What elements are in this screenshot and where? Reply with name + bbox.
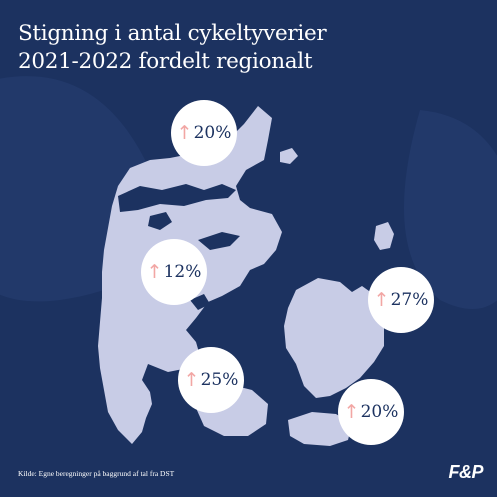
arrow-up-icon: ↑ (146, 260, 163, 283)
brand-logo: F&P (448, 462, 484, 482)
arrow-up-icon: ↑ (176, 121, 193, 144)
map-fjord (118, 184, 236, 212)
page-title: Stigning i antal cykeltyverier 2021-2022… (18, 20, 327, 76)
region-badge-nordjylland: ↑ 20% (171, 100, 237, 166)
region-value: 25% (200, 369, 239, 390)
title-line-2: 2021-2022 fordelt regionalt (18, 49, 313, 74)
region-value: 20% (360, 401, 399, 422)
region-badge-hovedstaden: ↑ 27% (368, 267, 434, 333)
map-island-north (280, 148, 298, 164)
arrow-up-icon: ↑ (373, 288, 390, 311)
region-value: 27% (390, 289, 429, 310)
arrow-up-icon: ↑ (183, 368, 200, 391)
region-value: 20% (193, 122, 232, 143)
region-badge-sjaelland: ↑ 20% (338, 379, 404, 445)
title-line-1: Stigning i antal cykeltyverier (18, 21, 327, 46)
map-lolland-falster (288, 412, 352, 446)
region-value: 12% (163, 261, 202, 282)
region-badge-midtjylland: ↑ 12% (141, 239, 207, 305)
map-island-east (374, 222, 394, 250)
background-decoration (404, 110, 497, 309)
map-fjord (148, 212, 172, 230)
source-note: Kilde: Egne beregninger på baggrund af t… (18, 469, 175, 478)
map-zealand (284, 278, 384, 398)
map-fjord (198, 232, 240, 250)
map-fjord (190, 294, 210, 310)
arrow-up-icon: ↑ (343, 400, 360, 423)
region-badge-syddanmark: ↑ 25% (178, 347, 244, 413)
